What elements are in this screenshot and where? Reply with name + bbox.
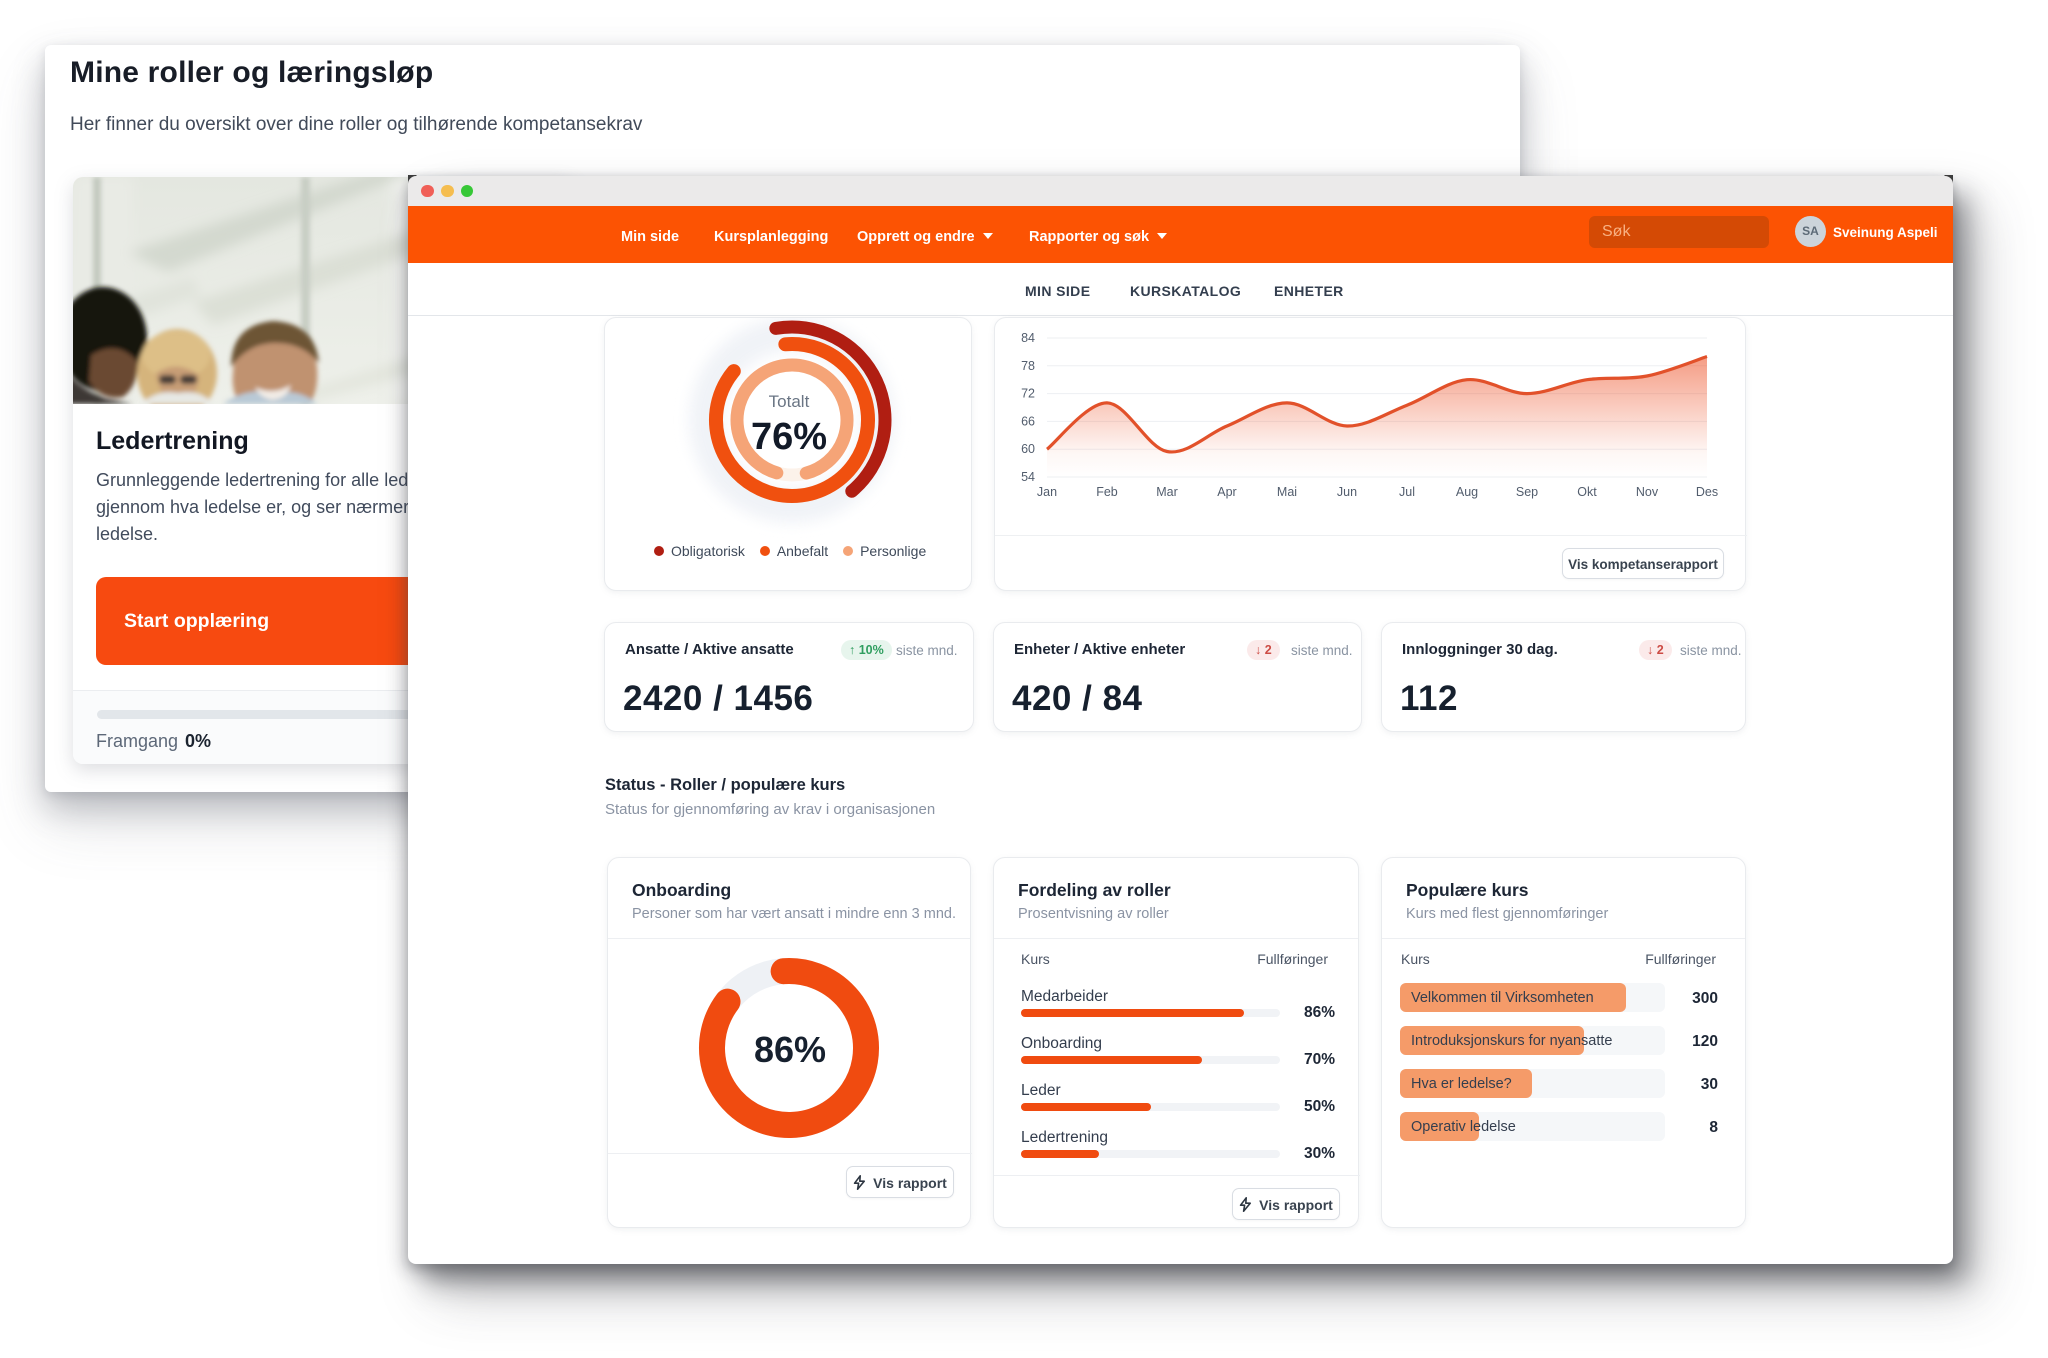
svg-text:54: 54 (1021, 470, 1035, 484)
svg-text:72: 72 (1021, 387, 1035, 401)
svg-text:Apr: Apr (1217, 485, 1236, 499)
svg-text:Aug: Aug (1456, 485, 1478, 499)
svg-text:60: 60 (1021, 442, 1035, 456)
svg-text:Sep: Sep (1516, 485, 1538, 499)
svg-text:78: 78 (1021, 359, 1035, 373)
svg-text:Jun: Jun (1337, 485, 1357, 499)
svg-text:Des: Des (1696, 485, 1718, 499)
svg-text:66: 66 (1021, 414, 1035, 428)
svg-text:Jan: Jan (1037, 485, 1057, 499)
svg-text:Feb: Feb (1096, 485, 1118, 499)
svg-text:Nov: Nov (1636, 485, 1659, 499)
svg-text:Mai: Mai (1277, 485, 1297, 499)
svg-text:Jul: Jul (1399, 485, 1415, 499)
svg-text:84: 84 (1021, 331, 1035, 345)
svg-text:Okt: Okt (1577, 485, 1597, 499)
svg-text:Mar: Mar (1156, 485, 1178, 499)
